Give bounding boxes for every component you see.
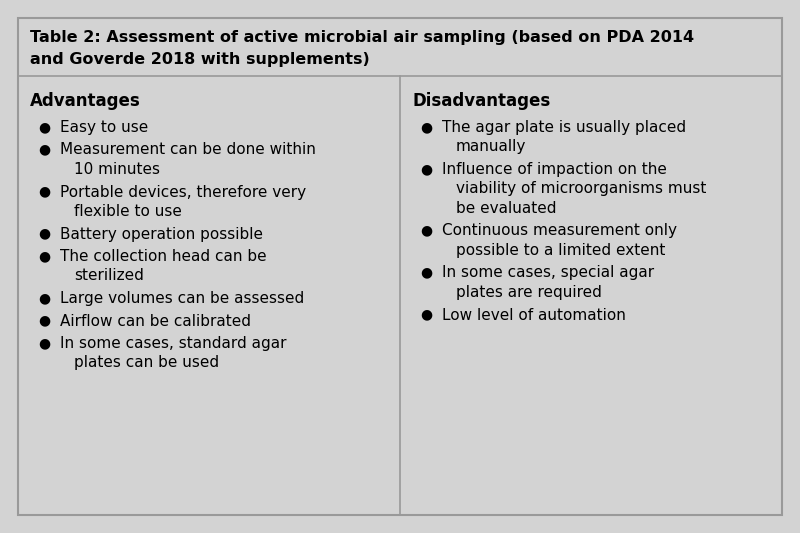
- Text: Advantages: Advantages: [30, 92, 141, 110]
- Text: Easy to use: Easy to use: [60, 120, 148, 135]
- Text: The collection head can be: The collection head can be: [60, 249, 266, 264]
- Text: In some cases, special agar: In some cases, special agar: [442, 265, 654, 280]
- Text: flexible to use: flexible to use: [74, 204, 182, 219]
- Text: ●: ●: [38, 291, 50, 305]
- Text: ●: ●: [420, 223, 432, 238]
- Text: ●: ●: [38, 249, 50, 263]
- Text: In some cases, standard agar: In some cases, standard agar: [60, 336, 286, 351]
- Text: ●: ●: [420, 265, 432, 279]
- Text: Low level of automation: Low level of automation: [442, 308, 626, 322]
- Text: possible to a limited extent: possible to a limited extent: [456, 243, 666, 258]
- Text: ●: ●: [38, 184, 50, 198]
- Text: 10 minutes: 10 minutes: [74, 162, 160, 177]
- Text: manually: manually: [456, 140, 526, 155]
- Text: Portable devices, therefore very: Portable devices, therefore very: [60, 184, 306, 199]
- Text: ●: ●: [38, 336, 50, 350]
- Text: Battery operation possible: Battery operation possible: [60, 227, 263, 241]
- Text: Table 2: Assessment of active microbial air sampling (based on PDA 2014: Table 2: Assessment of active microbial …: [30, 30, 694, 45]
- Text: ●: ●: [38, 142, 50, 157]
- Text: ●: ●: [38, 120, 50, 134]
- Text: sterilized: sterilized: [74, 269, 144, 284]
- Text: and Goverde 2018 with supplements): and Goverde 2018 with supplements): [30, 52, 370, 67]
- Text: ●: ●: [420, 308, 432, 321]
- Text: plates are required: plates are required: [456, 285, 602, 300]
- Text: viability of microorganisms must: viability of microorganisms must: [456, 182, 706, 197]
- Text: Large volumes can be assessed: Large volumes can be assessed: [60, 291, 304, 306]
- Text: Airflow can be calibrated: Airflow can be calibrated: [60, 313, 251, 328]
- Text: Influence of impaction on the: Influence of impaction on the: [442, 162, 667, 177]
- Text: Disadvantages: Disadvantages: [412, 92, 550, 110]
- Text: ●: ●: [38, 313, 50, 327]
- Text: The agar plate is usually placed: The agar plate is usually placed: [442, 120, 686, 135]
- Text: ●: ●: [420, 162, 432, 176]
- Text: Measurement can be done within: Measurement can be done within: [60, 142, 316, 157]
- Text: plates can be used: plates can be used: [74, 356, 219, 370]
- Text: be evaluated: be evaluated: [456, 201, 557, 216]
- Text: Continuous measurement only: Continuous measurement only: [442, 223, 677, 238]
- Text: ●: ●: [420, 120, 432, 134]
- Text: ●: ●: [38, 227, 50, 240]
